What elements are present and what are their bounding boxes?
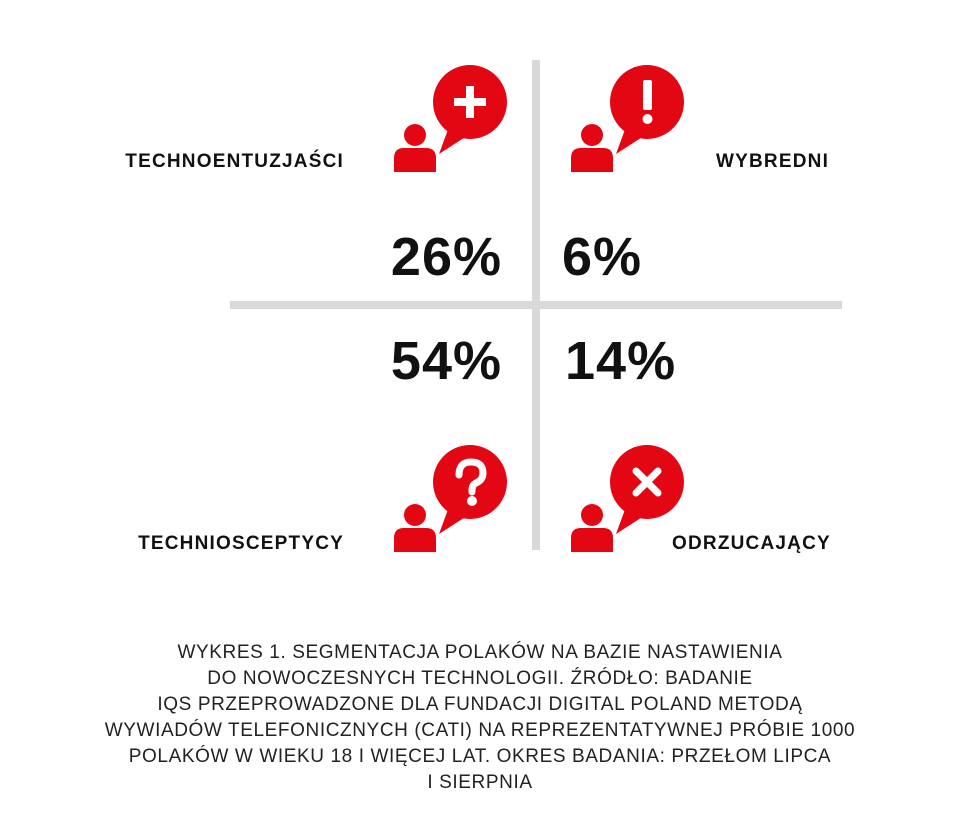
- segment-value-odrzucajacy: 14%: [565, 331, 677, 391]
- segment-label-odrzucajacy: ODRZUCAJĄCY: [672, 533, 831, 554]
- caption-line: IQS PRZEPROWADZONE DLA FUNDACJI DIGITAL …: [157, 694, 803, 715]
- person-plus-icon: [394, 65, 507, 172]
- caption-line: I SIERPNIA: [427, 772, 533, 793]
- caption-line: WYKRES 1. SEGMENTACJA POLAKÓW NA BAZIE N…: [177, 642, 783, 663]
- caption-line: DO NOWOCZESNYCH TECHNOLOGII. ŹRÓDŁO: BAD…: [207, 668, 753, 689]
- caption-line: WYWIADÓW TELEFONICZNYCH (CATI) NA REPREZ…: [104, 720, 856, 741]
- segment-label-technosceptycy: TECHNIOSCEPTYCY: [138, 533, 344, 554]
- segment-label-technoentuzjasci: TECHNOENTUZJAŚCI: [125, 151, 344, 172]
- person-cross-icon: [571, 445, 684, 552]
- caption-line: POLAKÓW W WIEKU 18 I WIĘCEJ LAT. OKRES B…: [128, 746, 832, 767]
- segment-label-wybredni: WYBREDNI: [716, 151, 830, 172]
- segment-value-wybredni: 6%: [562, 227, 643, 287]
- person-question-icon: [394, 445, 507, 552]
- chart-caption: WYKRES 1. SEGMENTACJA POLAKÓW NA BAZIE N…: [30, 640, 930, 796]
- segment-value-technosceptycy: 54%: [390, 331, 502, 391]
- person-exclamation-icon: [571, 65, 684, 172]
- segment-value-technoentuzjasci: 26%: [390, 227, 502, 287]
- horizontal-divider: [230, 301, 842, 309]
